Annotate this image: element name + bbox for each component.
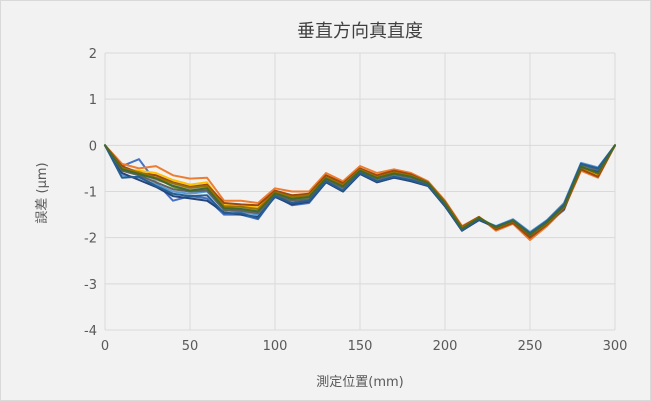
x-tick-label: 200 bbox=[433, 339, 458, 354]
series-lines bbox=[104, 144, 616, 241]
x-tick-label: 50 bbox=[182, 339, 199, 354]
y-tick-label: -1 bbox=[84, 186, 97, 201]
y-tick-label: 2 bbox=[89, 47, 97, 62]
x-tick-label: 100 bbox=[263, 339, 288, 354]
y-tick-label: -2 bbox=[84, 232, 97, 247]
x-tick-label: 300 bbox=[603, 339, 628, 354]
series-line-11 bbox=[104, 144, 616, 235]
tick-labels: -4 -3 -2 -1 0 1 2 0 50 100 150 200 250 300 bbox=[84, 47, 627, 354]
y-tick-label: -3 bbox=[84, 278, 97, 293]
y-tick-label: 1 bbox=[89, 93, 97, 108]
y-axis-title: 誤差 (μm) bbox=[34, 162, 50, 223]
series-line-12 bbox=[104, 144, 616, 236]
y-tick-label: 0 bbox=[89, 139, 97, 154]
x-tick-label: 250 bbox=[518, 339, 543, 354]
x-tick-label: 150 bbox=[348, 339, 373, 354]
y-tick-label: -4 bbox=[84, 324, 97, 339]
x-tick-label: 0 bbox=[101, 339, 109, 354]
series-line-2 bbox=[104, 144, 616, 241]
chart-title: 垂直方向真直度 bbox=[297, 21, 423, 42]
grid-lines bbox=[104, 52, 616, 331]
x-axis-title: 測定位置(mm) bbox=[316, 375, 403, 390]
